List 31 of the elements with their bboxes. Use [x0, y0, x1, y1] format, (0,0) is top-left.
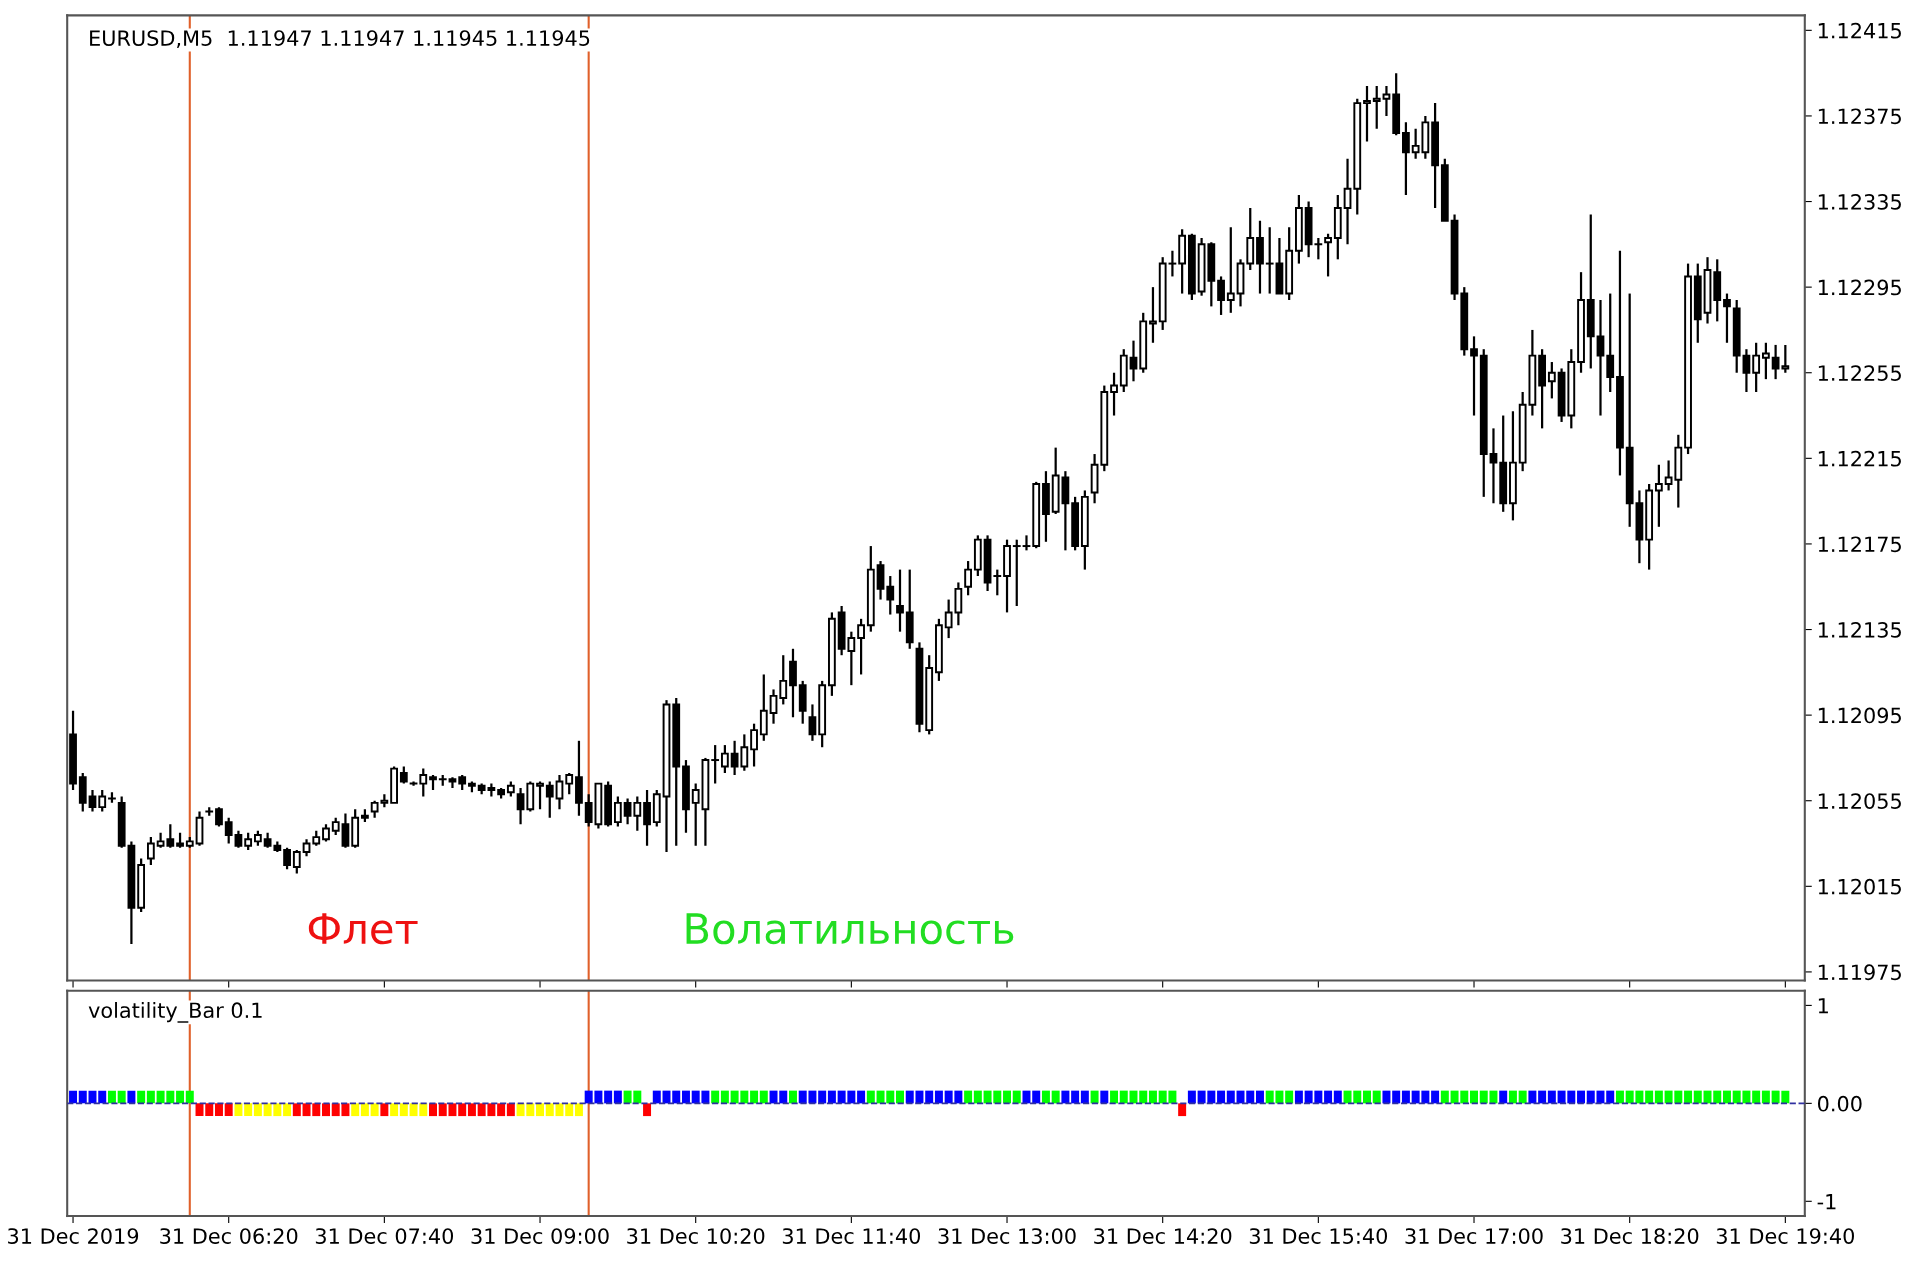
annotation: Флет	[308, 913, 418, 945]
x-tick-label: 31 Dec 2019	[8, 1228, 139, 1244]
text: EURUSD,M5 1.11947 1.11947 1.11945 1.11945	[90, 30, 590, 49]
annotation: Волатильность	[686, 913, 1014, 945]
text: volatility_Bar 0.1	[88, 1001, 262, 1023]
y-tick-label: 0.00	[1817, 1095, 1862, 1112]
x-tick-label: 31 Dec 06:20	[160, 1228, 298, 1244]
x-tick-label: 31 Dec 15:40	[1249, 1228, 1388, 1244]
x-tick-label: 31 Dec 17:00	[1405, 1228, 1543, 1244]
y-tick-label: 1.12055	[1818, 793, 1901, 809]
x-tick-label: 31 Dec 10:20	[627, 1228, 765, 1244]
y-tick-label: 1.12335	[1818, 193, 1901, 210]
y-tick-label: 1.12375	[1818, 108, 1901, 125]
y-tick-label: 1.12135	[1818, 621, 1901, 638]
x-tick-label: 31 Dec 19:40	[1716, 1228, 1855, 1244]
y-tick-label: 1	[1818, 998, 1828, 1014]
y-tick-label: 1.12255	[1818, 365, 1901, 381]
y-tick-label: 1.12015	[1818, 878, 1901, 895]
x-tick-label: 31 Dec 11:40	[782, 1228, 921, 1244]
x-tick-label: 31 Dec 14:20	[1094, 1228, 1232, 1244]
x-tick-label: 31 Dec 09:00	[471, 1228, 609, 1244]
y-tick-label: 1.12295	[1818, 279, 1901, 296]
x-tick-label: 31 Dec 07:40	[315, 1228, 454, 1244]
x-tick-label: 31 Dec 13:00	[938, 1228, 1076, 1244]
x-tick-label: 31 Dec 18:20	[1561, 1228, 1699, 1244]
y-tick-label: -1	[1817, 1194, 1836, 1210]
y-tick-label: 1.12175	[1818, 536, 1901, 553]
y-tick-label: 1.12215	[1818, 450, 1901, 467]
y-tick-label: 1.12415	[1818, 22, 1901, 39]
y-tick-label: 1.11975	[1818, 964, 1901, 981]
y-tick-label: 1.12095	[1818, 707, 1901, 724]
